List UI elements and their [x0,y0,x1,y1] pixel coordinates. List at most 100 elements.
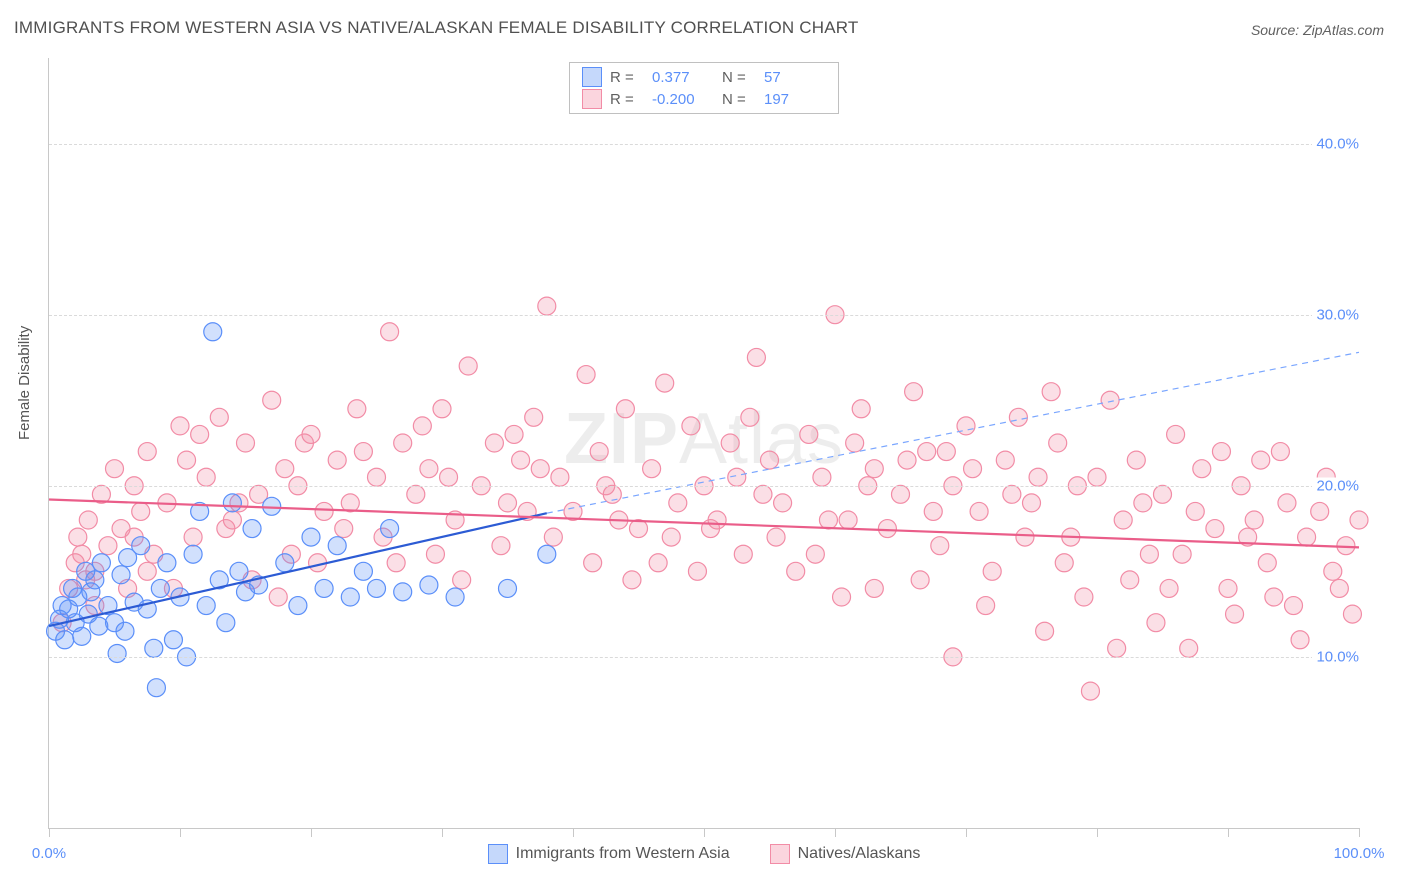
scatter-point [846,434,864,452]
scatter-point [1271,443,1289,461]
scatter-point [56,631,74,649]
scatter-point [819,511,837,529]
scatter-point [1330,579,1348,597]
scatter-point [892,485,910,503]
scatter-point [590,443,608,461]
scatter-point [335,520,353,538]
scatter-point [381,520,399,538]
y-tick-label: 20.0% [1312,477,1363,494]
legend-r-label: R = [610,91,644,108]
scatter-point [1278,494,1296,512]
scatter-point [643,460,661,478]
scatter-point [499,579,517,597]
scatter-point [525,408,543,426]
scatter-point [531,460,549,478]
scatter-point [937,443,955,461]
scatter-point [164,631,182,649]
scatter-point [99,537,117,555]
scatter-point [171,417,189,435]
scatter-point [276,460,294,478]
scatter-point [688,562,706,580]
scatter-point [865,579,883,597]
scatter-point [1298,528,1316,546]
gridline [49,315,1359,316]
scatter-point [354,562,372,580]
scatter-point [505,425,523,443]
x-tick-label: 100.0% [1334,845,1385,862]
y-axis-title: Female Disability [16,326,33,440]
x-tick [573,828,574,837]
scatter-point [1258,554,1276,572]
scatter-point [184,528,202,546]
legend-item: Natives/Alaskans [770,844,921,864]
scatter-point [453,571,471,589]
scatter-point [878,520,896,538]
scatter-point [223,494,241,512]
scatter-point [1167,425,1185,443]
y-tick-label: 30.0% [1312,306,1363,323]
scatter-point [138,562,156,580]
scatter-point [747,348,765,366]
scatter-point [217,520,235,538]
scatter-point [1029,468,1047,486]
scatter-point [1055,554,1073,572]
scatter-point [1343,605,1361,623]
scatter-point [1193,460,1211,478]
scatter-point [178,451,196,469]
scatter-point [191,425,209,443]
scatter-point [420,460,438,478]
scatter-point [983,562,1001,580]
scatter-point [970,502,988,520]
scatter-point [485,434,503,452]
scatter-point [767,528,785,546]
x-tick [835,828,836,837]
scatter-point [368,579,386,597]
scatter-point [741,408,759,426]
scatter-point [931,537,949,555]
series-legend: Immigrants from Western AsiaNatives/Alas… [49,844,1359,864]
scatter-point [1036,622,1054,640]
chart-svg [49,58,1359,828]
scatter-point [354,443,372,461]
scatter-point [734,545,752,563]
scatter-point [702,520,720,538]
scatter-point [499,494,517,512]
gridline [49,657,1359,658]
scatter-point [426,545,444,563]
scatter-point [774,494,792,512]
scatter-point [1114,511,1132,529]
scatter-point [721,434,739,452]
scatter-point [1009,408,1027,426]
scatter-point [918,443,936,461]
x-tick [311,828,312,837]
scatter-point [1147,614,1165,632]
scatter-point [1003,485,1021,503]
scatter-point [813,468,831,486]
scatter-point [328,537,346,555]
scatter-point [381,323,399,341]
scatter-point [1219,579,1237,597]
scatter-point [106,460,124,478]
scatter-point [1324,562,1342,580]
legend-label: Natives/Alaskans [798,845,921,863]
scatter-point [1154,485,1172,503]
scatter-point [1108,639,1126,657]
scatter-point [394,434,412,452]
scatter-point [90,617,108,635]
y-tick-label: 10.0% [1312,648,1363,665]
scatter-point [184,545,202,563]
scatter-point [682,417,700,435]
scatter-point [977,597,995,615]
scatter-point [446,588,464,606]
scatter-point [92,554,110,572]
scatter-point [315,502,333,520]
scatter-point [237,434,255,452]
scatter-point [1016,528,1034,546]
legend-swatch [488,844,508,864]
scatter-point [669,494,687,512]
scatter-point [132,537,150,555]
scatter-point [1042,383,1060,401]
scatter-point [551,468,569,486]
x-tick [1228,828,1229,837]
scatter-point [197,597,215,615]
